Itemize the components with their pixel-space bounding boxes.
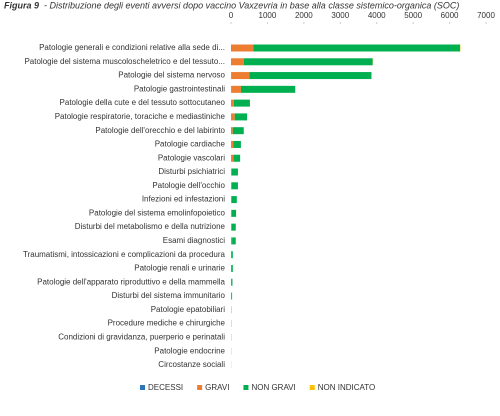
x-tick-label: 3000 <box>331 11 349 20</box>
y-tick-label: Circostanze sociali <box>158 360 225 369</box>
bar-segment <box>231 45 253 52</box>
bar-segment <box>231 182 232 189</box>
bar-segment <box>231 86 241 93</box>
y-tick-label: Procedure mediche e chirurgiche <box>108 319 226 328</box>
bar-segment <box>232 224 236 231</box>
bar-segment <box>231 293 232 300</box>
bar-segment <box>232 182 238 189</box>
y-tick-label: Traumatismi, intossicazioni e complicazi… <box>23 250 226 259</box>
bar-segment <box>233 127 244 134</box>
bar-segment <box>231 58 244 65</box>
bar-segment <box>231 127 233 134</box>
y-tick-label: Esami diagnostici <box>163 236 225 245</box>
chart-title: - Distribuzione degli eventi avversi dop… <box>44 0 459 10</box>
bar-segment <box>235 113 247 120</box>
legend-swatch <box>197 385 202 390</box>
legend-label: GRAVI <box>205 383 229 392</box>
y-tick-label: Patologie del sistema nervoso <box>118 71 225 80</box>
y-tick-label: Patologie vascolari <box>158 153 225 162</box>
bar-segment <box>231 113 235 120</box>
legend-swatch <box>243 385 248 390</box>
y-tick-label: Patologie endocrine <box>154 346 225 355</box>
figure-label: Figura 9 <box>4 0 39 10</box>
y-tick-label: Infezioni ed infestazioni <box>142 195 225 204</box>
y-tick-label: Disturbi del sistema immunitario <box>112 291 226 300</box>
bar-segment <box>231 210 232 217</box>
y-tick-label: Patologie generali e condizioni relative… <box>39 43 225 52</box>
y-tick-label: Disturbi psichiatrici <box>158 167 225 176</box>
bar-segment <box>232 169 238 176</box>
y-tick-label: Patologie epatobiliari <box>151 305 225 314</box>
bar-segment <box>231 196 232 203</box>
y-tick-label: Patologie del sistema emolinfopoietico <box>89 208 226 217</box>
bar-segment <box>231 155 234 162</box>
x-tick-label: 7000 <box>477 11 495 20</box>
legend-swatch <box>310 385 315 390</box>
legend-label: NON INDICATO <box>318 383 375 392</box>
bar-segment <box>233 141 241 148</box>
bar-segment <box>232 237 236 244</box>
bar-segment <box>231 141 233 148</box>
y-tick-label: Disturbi del metabolismo e della nutrizi… <box>75 222 226 231</box>
bar-segment <box>231 237 232 244</box>
bar-segment <box>234 100 250 107</box>
x-tick-label: 4000 <box>368 11 386 20</box>
bar-segment <box>231 169 232 176</box>
y-tick-label: Patologie dell'orecchio e del labirinto <box>95 126 225 135</box>
bar-segment <box>244 58 373 65</box>
bar-segment <box>231 265 232 272</box>
y-tick-label: Patologie renali e urinarie <box>134 264 225 273</box>
x-tick-label: 6000 <box>441 11 459 20</box>
y-tick-label: Patologie cardiache <box>155 140 226 149</box>
bar-segment <box>231 251 232 258</box>
bar-segment <box>232 210 236 217</box>
y-tick-label: Condizioni di gravidanza, puerperio e pe… <box>58 332 225 341</box>
y-tick-label: Patologie della cute e del tessuto sotto… <box>60 98 226 107</box>
bar-segment <box>231 279 232 286</box>
bar-segment <box>241 86 295 93</box>
y-tick-label: Patologie gastrointestinali <box>134 84 225 93</box>
bar-segment <box>232 196 237 203</box>
legend-label: NON GRAVI <box>251 383 295 392</box>
y-tick-label: Patologie del sistema muscoloscheletrico… <box>24 57 225 66</box>
legend-swatch <box>140 385 145 390</box>
bar-segment <box>249 72 371 79</box>
bar-segment <box>234 155 241 162</box>
x-tick-label: 0 <box>229 11 234 20</box>
x-tick-label: 1000 <box>259 11 277 20</box>
y-tick-label: Patologie respiratorie, toraciche e medi… <box>55 112 226 121</box>
y-tick-label: Patologie dell'apparato riproduttivo e d… <box>37 277 225 286</box>
x-tick-label: 5000 <box>404 11 422 20</box>
x-tick-label: 2000 <box>295 11 313 20</box>
y-tick-label: Patologie dell'occhio <box>152 181 225 190</box>
legend-label: DECESSI <box>148 383 183 392</box>
bar-segment <box>231 100 234 107</box>
bar-segment <box>231 224 232 231</box>
bar-segment <box>253 45 460 52</box>
bar-segment <box>231 72 249 79</box>
